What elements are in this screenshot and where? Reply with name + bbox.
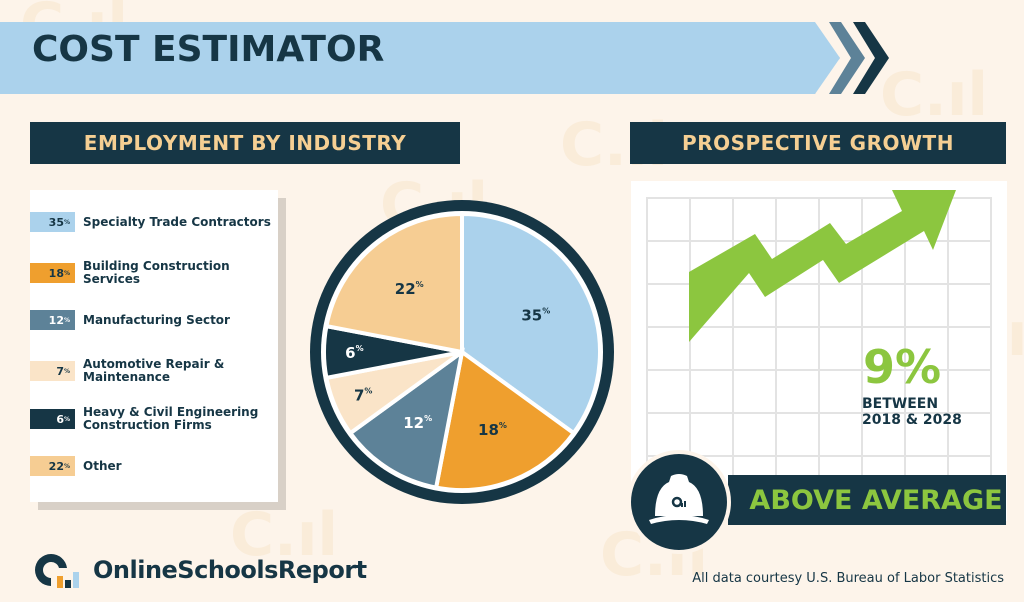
legend-item: 7% Automotive Repair & Maintenance — [30, 358, 273, 384]
legend-item: 18% Building Construction Services — [30, 260, 273, 286]
pie-slice — [433, 348, 577, 492]
growth-period: BETWEEN 2018 & 2028 — [862, 396, 962, 428]
hardhat-badge — [627, 450, 731, 554]
growth-arrow-icon — [689, 190, 956, 342]
legend-item: 12% Manufacturing Sector — [30, 310, 273, 330]
chevrons-icon — [829, 22, 889, 94]
legend-panel: 35% Specialty Trade Contractors 18% Buildin… — [30, 190, 278, 502]
legend-item: 35% Specialty Trade Contractors — [30, 212, 273, 232]
growth-value: 9% — [863, 340, 942, 394]
page-title: COST ESTIMATOR — [32, 29, 385, 70]
legend-label: Automotive Repair & Maintenance — [83, 357, 225, 384]
employment-section-title: EMPLOYMENT BY INDUSTRY — [30, 122, 460, 164]
brand-logo-icon — [35, 553, 79, 588]
brand-logo[interactable]: OnlineSchoolsReport — [33, 550, 367, 590]
legend-label: Other — [83, 458, 122, 473]
legend-item: 6% Heavy & Civil Engineering Construction… — [30, 406, 273, 432]
legend-swatch: 7% — [30, 361, 75, 381]
pie-slice — [347, 347, 465, 490]
pie-slice — [324, 211, 464, 355]
legend-swatch: 6% — [30, 409, 75, 429]
growth-period-line1: BETWEEN — [862, 396, 939, 412]
legend-swatch: 12% — [30, 310, 75, 330]
legend-swatch: 22% — [30, 456, 75, 476]
brand-name: OnlineSchoolsReport — [93, 556, 367, 584]
growth-period-line2: 2018 & 2028 — [862, 412, 962, 428]
pie-chart: 35% 18% 12% 7% 6% 22% — [307, 197, 617, 507]
legend-item: 22% Other — [30, 456, 273, 476]
data-credit: All data courtesy U.S. Bureau of Labor S… — [692, 571, 1004, 586]
legend-label: Manufacturing Sector — [83, 312, 230, 327]
hardhat-icon — [649, 474, 709, 524]
legend-label: Specialty Trade Contractors — [83, 214, 271, 229]
title-banner — [0, 22, 840, 94]
growth-section-title: PROSPECTIVE GROWTH — [630, 122, 1006, 164]
growth-rating-badge: ABOVE AVERAGE — [728, 475, 1006, 525]
pie-slice — [460, 211, 602, 436]
legend-swatch: 18% — [30, 263, 75, 283]
legend-swatch: 35% — [30, 212, 75, 232]
legend-label: Building Construction Services — [83, 259, 230, 286]
legend-label: Heavy & Civil Engineering Construction F… — [83, 405, 259, 432]
